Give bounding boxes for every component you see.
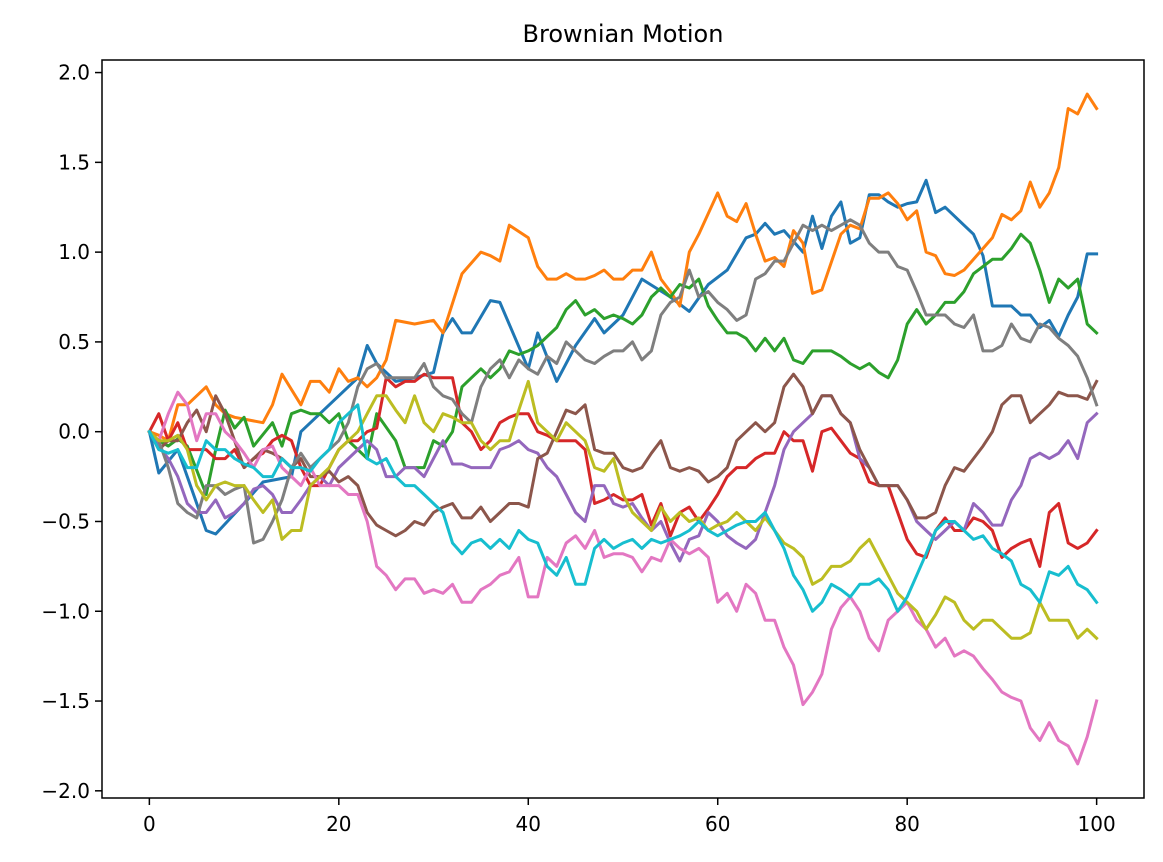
series-line-3 bbox=[147, 232, 1099, 496]
series-line-2 bbox=[147, 92, 1099, 443]
x-tick-label: 20 bbox=[326, 812, 351, 836]
x-tick-label: 80 bbox=[894, 812, 919, 836]
plot-frame bbox=[101, 59, 1145, 799]
x-tick-label: 0 bbox=[143, 812, 156, 836]
y-tick-label: −1.0 bbox=[41, 599, 90, 623]
y-tick-label: 0.0 bbox=[58, 420, 90, 444]
x-tick-label: 100 bbox=[1078, 812, 1116, 836]
y-tick-label: 0.5 bbox=[58, 330, 90, 354]
y-tick-label: −2.0 bbox=[41, 779, 90, 803]
series-line-1 bbox=[147, 178, 1099, 536]
y-axis: −2.0 −1.5 −1.0 −0.5 0.0 0.5 1.0 1.5 2.0 bbox=[41, 61, 102, 803]
series-line-5 bbox=[147, 394, 1099, 563]
series-line-8 bbox=[147, 218, 1099, 545]
series-line-7 bbox=[147, 390, 1099, 766]
x-tick-label: 60 bbox=[705, 812, 730, 836]
series-line-10 bbox=[147, 403, 1099, 613]
x-axis: 0 20 40 60 80 100 bbox=[143, 798, 1116, 836]
y-tick-label: −1.5 bbox=[41, 689, 90, 713]
y-tick-label: 1.0 bbox=[58, 240, 90, 264]
series-line-9 bbox=[147, 379, 1099, 641]
series-layer bbox=[147, 92, 1099, 766]
y-tick-label: 2.0 bbox=[58, 61, 90, 85]
y-tick-label: −0.5 bbox=[41, 509, 90, 533]
x-tick-label: 40 bbox=[516, 812, 541, 836]
y-tick-label: 1.5 bbox=[58, 150, 90, 174]
chart-title: Brownian Motion bbox=[523, 20, 724, 48]
